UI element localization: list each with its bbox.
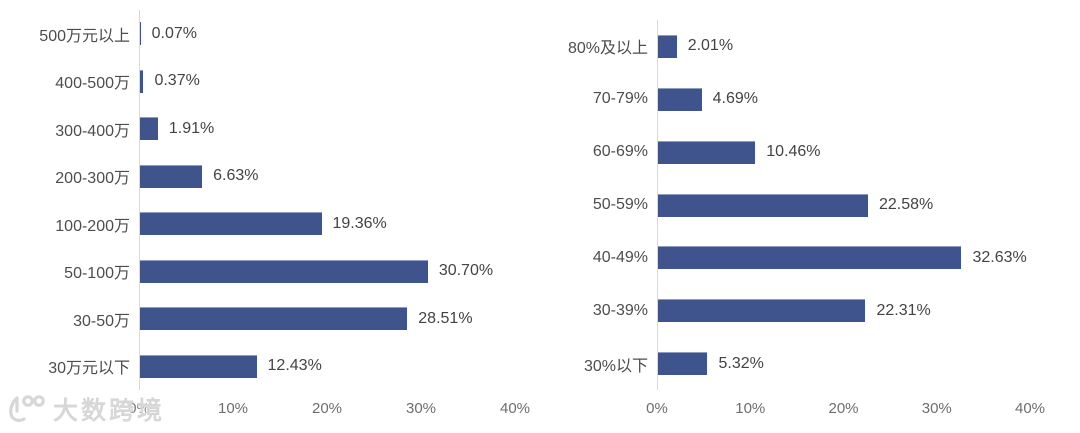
value-label: 4.69%: [712, 90, 758, 108]
bar: [140, 164, 203, 188]
bar-row: 80%及以上 2.01%: [560, 20, 1030, 73]
category-label: 200-300万: [55, 170, 130, 188]
x-tick-label: 40%: [499, 400, 531, 417]
x-tick-label: 30%: [405, 400, 437, 417]
bar-track: 30.70%: [139, 247, 515, 295]
value-label: 19.36%: [332, 214, 387, 232]
category-label: 50-59%: [592, 196, 648, 213]
value-label: 5.32%: [718, 354, 764, 372]
category-label: 30%以下: [583, 357, 648, 375]
category-label: 40-49%: [592, 248, 648, 266]
x-axis: 0% 10% 20% 30% 40%: [560, 396, 1045, 422]
bar-row: 30%以下 5.32%: [560, 337, 1030, 391]
bar-track: 12.43%: [139, 342, 515, 390]
bar: [140, 117, 158, 141]
bar: [658, 299, 866, 323]
category-label: 500万元以上: [39, 27, 130, 45]
bar: [140, 212, 322, 236]
bar-row: 500万元以上 0.07%: [2, 10, 515, 58]
bar-track: 1.91%: [139, 105, 515, 153]
value-label: 2.01%: [687, 37, 734, 55]
bar: [140, 69, 144, 93]
value-label: 0.37%: [154, 72, 200, 90]
bar-row: 30-50万 28.51%: [2, 295, 515, 343]
bar-row: 400-500万 0.37%: [2, 57, 515, 105]
bar-track: 0.07%: [139, 10, 515, 58]
category-label: 300-400万: [55, 122, 130, 140]
value-label: 30.70%: [438, 262, 494, 280]
bar-track: 22.58%: [657, 178, 1030, 232]
bar-track: 22.31%: [657, 284, 1030, 338]
chart-revenue-distribution: 500万元以上 0.07% 400-500万 0.37% 300-400万 1.91% 20…: [2, 0, 530, 422]
value-label: 10.46%: [766, 143, 821, 161]
value-label: 22.58%: [878, 196, 934, 213]
bar-track: 28.51%: [139, 295, 515, 343]
value-label: 32.63%: [972, 248, 1027, 266]
bar: [658, 87, 702, 111]
bar: [140, 307, 408, 331]
category-label: 30万元以下: [48, 360, 130, 378]
bar-row: 300-400万 1.91%: [2, 105, 515, 153]
x-tick-label: 20%: [311, 400, 343, 417]
x-axis-spacer: [560, 396, 657, 422]
x-axis-ticks: 0% 10% 20% 30% 40%: [128, 396, 530, 422]
category-label: 50-100万: [64, 265, 130, 283]
bar: [658, 140, 756, 164]
bar-track: 19.36%: [139, 200, 515, 248]
bar: [140, 22, 141, 46]
bar-row: 50-59% 22.58%: [560, 178, 1030, 232]
bar-row: 200-300万 6.63%: [2, 152, 515, 200]
x-tick-label: 40%: [1014, 400, 1046, 417]
x-tick-label: 10%: [735, 400, 766, 417]
category-label: 30-39%: [592, 301, 648, 319]
category-label: 60-69%: [592, 143, 648, 161]
chart-plot-area: 80%及以上 2.01% 70-79% 4.69% 60-69% 10.46% 50-59%…: [560, 20, 1030, 391]
x-tick-label: 20%: [828, 400, 859, 417]
bar: [140, 259, 428, 283]
x-tick-label: 0%: [646, 400, 668, 417]
bar-track: 2.01%: [657, 20, 1030, 73]
x-tick-label: 0%: [128, 400, 150, 417]
bar: [658, 34, 677, 58]
value-label: 1.91%: [168, 119, 215, 137]
x-axis-spacer: [2, 396, 139, 422]
bar-row: 40-49% 32.63%: [560, 231, 1030, 285]
bar-track: 4.69%: [657, 72, 1030, 126]
value-label: 6.63%: [213, 167, 259, 185]
bar-track: 5.32%: [657, 337, 1030, 391]
chart-plot-area: 500万元以上 0.07% 400-500万 0.37% 300-400万 1.91% 20…: [2, 10, 515, 390]
x-tick-label: 30%: [921, 400, 952, 417]
x-axis: 0% 10% 20% 30% 40%: [2, 396, 530, 422]
bar-row: 100-200万 19.36%: [2, 200, 515, 248]
bar: [658, 352, 708, 376]
category-label: 30-50万: [73, 312, 130, 330]
bar-row: 30万元以下 12.43%: [2, 342, 515, 390]
bar-track: 10.46%: [657, 125, 1030, 179]
bar: [658, 246, 962, 270]
chart-percentage-distribution: 80%及以上 2.01% 70-79% 4.69% 60-69% 10.46% 50-59%…: [560, 0, 1045, 422]
value-label: 12.43%: [267, 357, 322, 375]
category-label: 400-500万: [55, 75, 130, 93]
value-label: 0.07%: [151, 24, 198, 42]
bar-track: 0.37%: [139, 57, 515, 105]
bar-row: 50-100万 30.70%: [2, 247, 515, 295]
x-axis-ticks: 0% 10% 20% 30% 40%: [646, 396, 1045, 422]
category-label: 70-79%: [592, 90, 648, 108]
bar-track: 32.63%: [657, 231, 1030, 285]
bar-row: 70-79% 4.69%: [560, 72, 1030, 126]
value-label: 28.51%: [418, 309, 473, 327]
bar-row: 60-69% 10.46%: [560, 125, 1030, 179]
bar-row: 30-39% 22.31%: [560, 284, 1030, 338]
category-label: 80%及以上: [567, 40, 648, 58]
bar: [140, 354, 257, 378]
value-label: 22.31%: [876, 301, 931, 319]
bar: [658, 193, 868, 217]
bar-track: 6.63%: [139, 152, 515, 200]
category-label: 100-200万: [55, 217, 130, 235]
x-tick-label: 10%: [217, 400, 249, 417]
